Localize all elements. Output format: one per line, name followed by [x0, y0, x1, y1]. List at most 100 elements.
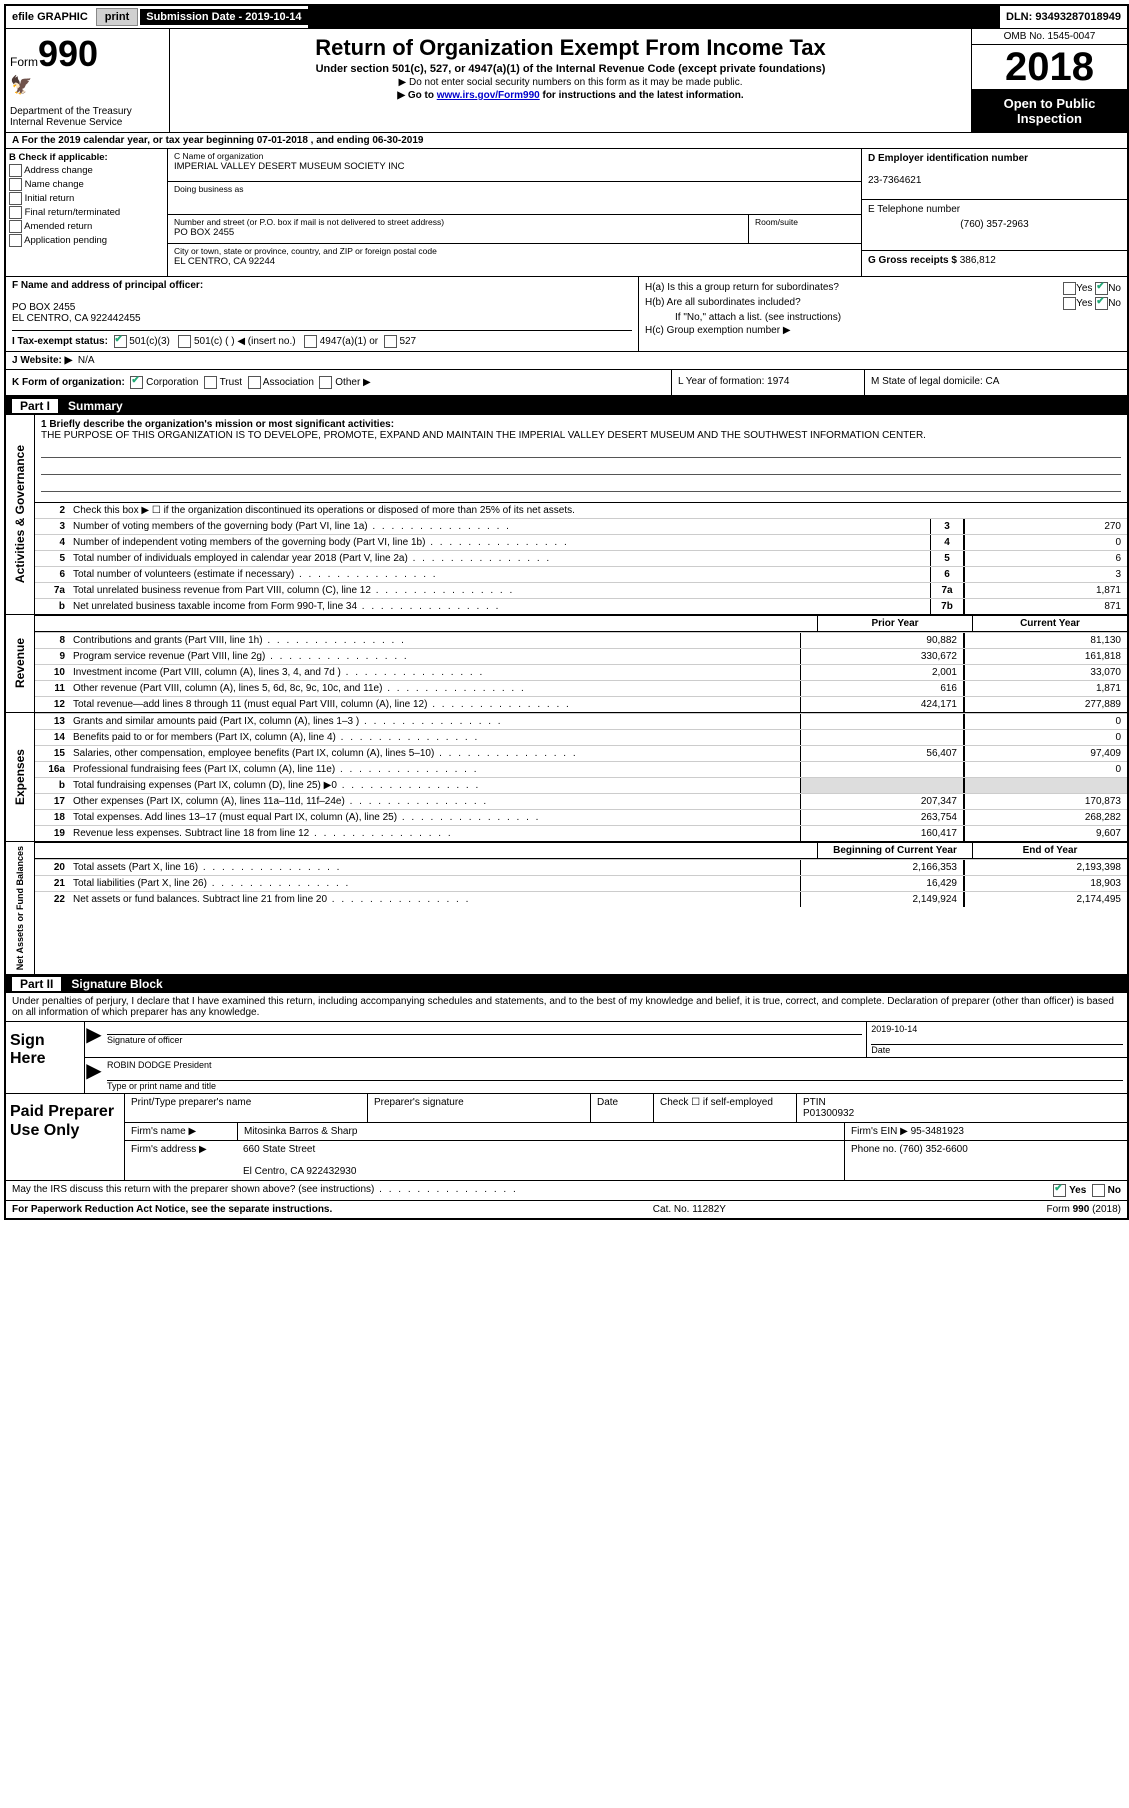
- ein-label: D Employer identification number: [868, 153, 1028, 164]
- governance-row: 6 Total number of volunteers (estimate i…: [35, 566, 1127, 582]
- dept-treasury: Department of the Treasury Internal Reve…: [10, 106, 165, 128]
- ha-text: H(a) Is this a group return for subordin…: [645, 282, 839, 295]
- cb-address-change[interactable]: Address change: [9, 164, 164, 177]
- discuss-yes-cb[interactable]: [1053, 1184, 1066, 1197]
- revenue-block: Revenue Prior Year Current Year 8 Contri…: [6, 615, 1127, 712]
- column-b-checkboxes: B Check if applicable: Address change Na…: [6, 149, 168, 276]
- col-b-header: B Check if applicable:: [9, 152, 108, 163]
- financial-row: 9 Program service revenue (Part VIII, li…: [35, 648, 1127, 664]
- firm-ein-label: Firm's EIN ▶: [851, 1126, 908, 1137]
- hb-no[interactable]: [1095, 297, 1108, 310]
- perjury-declaration: Under penalties of perjury, I declare th…: [6, 993, 1127, 1022]
- cb-4947[interactable]: [304, 335, 317, 348]
- firm-name-label: Firm's name ▶: [125, 1123, 238, 1140]
- cb-amended[interactable]: Amended return: [9, 220, 164, 233]
- ptin-label: PTIN: [803, 1097, 826, 1108]
- footer-cat: Cat. No. 11282Y: [653, 1204, 726, 1215]
- addr-label: Number and street (or P.O. box if mail i…: [174, 217, 742, 227]
- public-inspection: Open to Public Inspection: [972, 90, 1127, 132]
- column-cd: C Name of organization IMPERIAL VALLEY D…: [168, 149, 1127, 276]
- tax-year-end: 06-30-2019: [372, 135, 423, 146]
- cb-assoc[interactable]: [248, 376, 261, 389]
- form-subtitle: Under section 501(c), 527, or 4947(a)(1)…: [174, 63, 967, 75]
- expenses-side-label: Expenses: [6, 713, 35, 841]
- footer-left: For Paperwork Reduction Act Notice, see …: [12, 1204, 332, 1215]
- cb-initial-return[interactable]: Initial return: [9, 192, 164, 205]
- financial-row: b Total fundraising expenses (Part IX, c…: [35, 777, 1127, 793]
- financial-row: 11 Other revenue (Part VIII, column (A),…: [35, 680, 1127, 696]
- sign-here-block: Sign Here ▶ Signature of officer 2019-10…: [6, 1022, 1127, 1094]
- q2-text: Check this box ▶ ☐ if the organization d…: [69, 503, 1127, 518]
- toolbar-spacer: [308, 6, 1000, 28]
- j-label: J Website: ▶: [12, 355, 72, 366]
- footer-right: Form 990 (2018): [1047, 1204, 1121, 1215]
- sig-date: 2019-10-14: [871, 1024, 917, 1034]
- blank-line: [41, 447, 1121, 458]
- c-block: C Name of organization IMPERIAL VALLEY D…: [168, 149, 862, 276]
- hb-yes[interactable]: [1063, 297, 1076, 310]
- current-year-hdr: Current Year: [972, 616, 1127, 631]
- form990-url-link[interactable]: www.irs.gov/Form990: [437, 90, 540, 101]
- financial-row: 18 Total expenses. Add lines 13–17 (must…: [35, 809, 1127, 825]
- ha-yes[interactable]: [1063, 282, 1076, 295]
- tax-year-begin: 07-01-2018: [257, 135, 308, 146]
- financial-row: 15 Salaries, other compensation, employe…: [35, 745, 1127, 761]
- discuss-no-cb[interactable]: [1092, 1184, 1105, 1197]
- cb-app-pending[interactable]: Application pending: [9, 234, 164, 247]
- part1-title: Summary: [68, 399, 123, 413]
- prep-date-label: Date: [591, 1094, 654, 1122]
- financial-row: 21 Total liabilities (Part X, line 26) 1…: [35, 875, 1127, 891]
- room-label: Room/suite: [749, 215, 861, 243]
- netassets-side-label: Net Assets or Fund Balances: [6, 842, 35, 974]
- governance-row: b Net unrelated business taxable income …: [35, 598, 1127, 614]
- line-a-pre: A For the 2019 calendar year, or tax yea…: [12, 135, 257, 146]
- org-name-label: C Name of organization: [174, 151, 855, 161]
- cb-final-return[interactable]: Final return/terminated: [9, 206, 164, 219]
- blank-line: [41, 481, 1121, 492]
- firm-name: Mitosinka Barros & Sharp: [238, 1123, 845, 1140]
- cb-other[interactable]: [319, 376, 332, 389]
- f-principal-officer: F Name and address of principal officer:…: [6, 277, 639, 351]
- dln-number: DLN: 93493287018949: [1000, 9, 1127, 25]
- ha-no[interactable]: [1095, 282, 1108, 295]
- header-center: Return of Organization Exempt From Incom…: [170, 29, 971, 132]
- hc-text: H(c) Group exemption number ▶: [645, 325, 791, 336]
- revenue-body: Prior Year Current Year 8 Contributions …: [35, 615, 1127, 712]
- arrow-icon: ▶: [85, 1058, 103, 1093]
- expenses-block: Expenses 13 Grants and similar amounts p…: [6, 712, 1127, 841]
- officer-name-title: ROBIN DODGE President: [107, 1060, 212, 1070]
- ptin-value: P01300932: [803, 1108, 854, 1119]
- firm-addr-cell: 660 State Street El Centro, CA 922432930: [237, 1141, 845, 1180]
- financial-row: 8 Contributions and grants (Part VIII, l…: [35, 632, 1127, 648]
- form-990-number: 990: [38, 33, 98, 74]
- phone-label: E Telephone number: [868, 204, 960, 215]
- cb-501c[interactable]: [178, 335, 191, 348]
- hb-note: If "No," attach a list. (see instruction…: [645, 312, 1121, 323]
- org-name: IMPERIAL VALLEY DESERT MUSEUM SOCIETY IN…: [174, 161, 855, 172]
- submission-date: Submission Date - 2019-10-14: [140, 9, 307, 25]
- revenue-header-row: Prior Year Current Year: [35, 615, 1127, 632]
- financial-row: 16a Professional fundraising fees (Part …: [35, 761, 1127, 777]
- print-button[interactable]: print: [96, 8, 138, 26]
- cb-name-change[interactable]: Name change: [9, 178, 164, 191]
- cb-501c3[interactable]: [114, 335, 127, 348]
- prior-year-hdr: Prior Year: [817, 616, 972, 631]
- tax-year: 2018: [972, 45, 1127, 90]
- expenses-body: 13 Grants and similar amounts paid (Part…: [35, 713, 1127, 841]
- prep-name-label: Print/Type preparer's name: [125, 1094, 368, 1122]
- netassets-header-row: Beginning of Current Year End of Year: [35, 842, 1127, 859]
- eoy-hdr: End of Year: [972, 843, 1127, 858]
- name-title-label: Type or print name and title: [107, 1080, 1123, 1091]
- city-row: City or town, state or province, country…: [168, 244, 861, 276]
- cb-trust[interactable]: [204, 376, 217, 389]
- sign-body: ▶ Signature of officer 2019-10-14 Date ▶…: [84, 1022, 1127, 1093]
- header-right: OMB No. 1545-0047 2018 Open to Public In…: [971, 29, 1127, 132]
- firm-phone-cell: Phone no. (760) 352-6600: [845, 1141, 1127, 1180]
- cb-corp[interactable]: [130, 376, 143, 389]
- date-label: Date: [871, 1044, 1123, 1055]
- financial-row: 13 Grants and similar amounts paid (Part…: [35, 713, 1127, 729]
- cb-527[interactable]: [384, 335, 397, 348]
- revenue-side-label: Revenue: [6, 615, 35, 712]
- arrow-icon: ▶: [85, 1022, 103, 1057]
- firm-addr: 660 State Street: [243, 1144, 315, 1155]
